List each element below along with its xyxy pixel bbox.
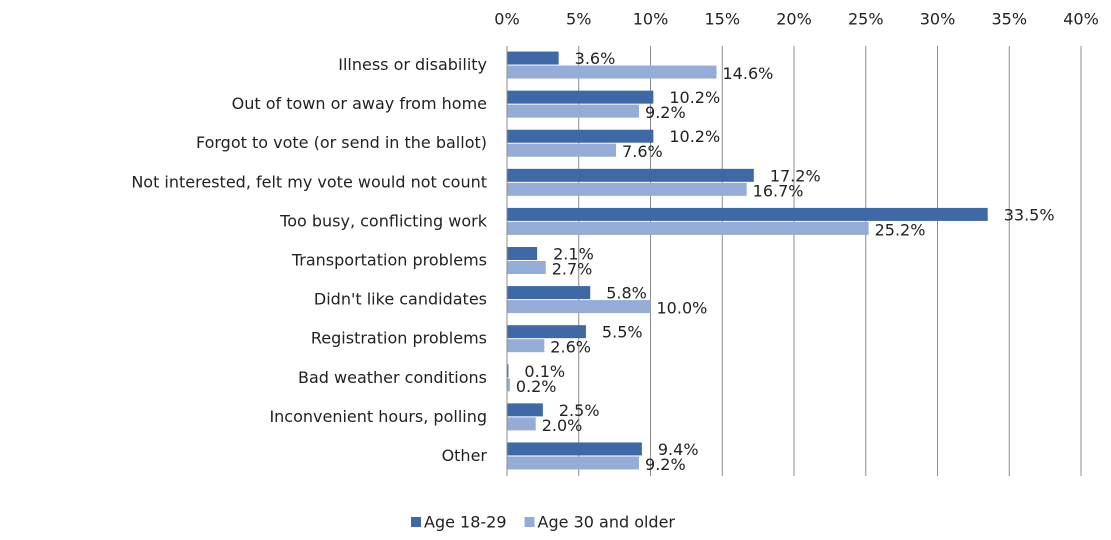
bar (507, 364, 509, 378)
category-label: Transportation problems (291, 251, 487, 270)
value-label: 3.6% (575, 49, 616, 68)
value-label: 9.4% (658, 440, 699, 459)
value-label: 7.6% (622, 142, 663, 161)
bar (507, 65, 717, 79)
bar (507, 417, 536, 431)
bar (507, 456, 640, 470)
x-tick-label: 10% (633, 10, 669, 29)
category-label: Forgot to vote (or send in the ballot) (196, 133, 487, 152)
value-label: 5.5% (602, 323, 643, 342)
bar (507, 51, 559, 65)
bar (507, 143, 617, 157)
category-label: Registration problems (311, 329, 487, 348)
category-label: Bad weather conditions (298, 368, 487, 387)
category-label: Other (442, 446, 488, 465)
value-label: 33.5% (1004, 205, 1055, 224)
x-tick-label: 0% (494, 10, 519, 29)
bar (507, 325, 586, 339)
category-label: Too busy, conflicting work (279, 211, 488, 230)
bar (507, 129, 654, 143)
bar (507, 168, 754, 182)
value-label: 14.6% (723, 64, 774, 83)
x-tick-label: 40% (1063, 10, 1099, 29)
value-label: 2.0% (542, 416, 583, 435)
bar (507, 442, 642, 456)
bar (507, 104, 640, 118)
bar (507, 339, 545, 353)
category-label: Out of town or away from home (232, 94, 487, 113)
value-label: 9.2% (645, 103, 686, 122)
value-label: 17.2% (770, 166, 821, 185)
bar (507, 261, 546, 274)
value-label: 0.2% (516, 377, 557, 396)
x-tick-label: 15% (704, 10, 740, 29)
bar (507, 247, 538, 260)
bar (507, 221, 869, 235)
bar (507, 378, 510, 392)
legend-label: Age 18-29 (424, 513, 507, 532)
value-label: 2.5% (559, 401, 600, 420)
value-label: 2.1% (553, 245, 594, 264)
category-label: Didn't like candidates (314, 290, 487, 309)
category-label: Illness or disability (338, 55, 487, 74)
x-tick-label: 30% (920, 10, 956, 29)
value-label: 16.7% (753, 181, 804, 200)
bar (507, 286, 591, 300)
bar (507, 300, 651, 314)
category-label: Inconvenient hours, polling (269, 407, 487, 426)
value-label: 25.2% (875, 220, 926, 239)
value-label: 5.8% (606, 284, 647, 303)
legend-swatch (524, 517, 535, 527)
x-tick-label: 20% (776, 10, 812, 29)
x-tick-label: 25% (848, 10, 884, 29)
bar (507, 182, 747, 196)
category-label: Not interested, felt my vote would not c… (131, 172, 487, 191)
bar (507, 403, 543, 417)
value-label: 9.2% (645, 455, 686, 474)
value-label: 0.1% (524, 362, 565, 381)
value-label: 2.6% (550, 338, 591, 357)
x-tick-label: 5% (566, 10, 591, 29)
value-label: 10.0% (657, 299, 708, 318)
bar (507, 207, 988, 221)
value-label: 10.2% (669, 88, 720, 107)
x-tick-label: 35% (991, 10, 1027, 29)
legend-swatch (411, 517, 421, 527)
bar (507, 90, 654, 104)
legend-label: Age 30 and older (538, 513, 676, 532)
value-label: 2.7% (552, 260, 593, 279)
value-label: 10.2% (669, 127, 720, 146)
